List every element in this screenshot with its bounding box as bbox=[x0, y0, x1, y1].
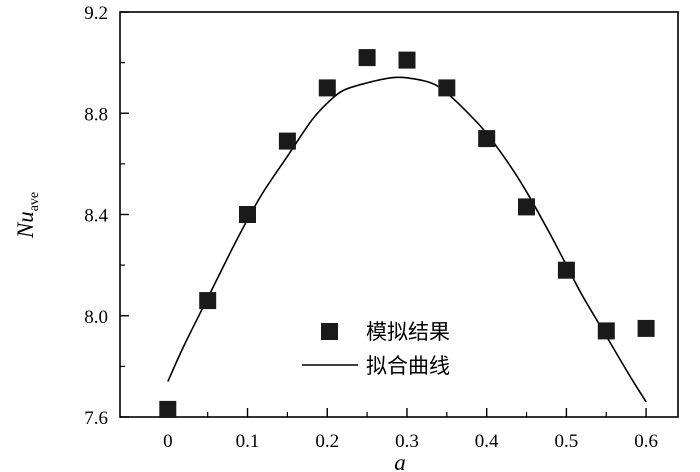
legend: 模拟结果 拟合曲线 bbox=[302, 320, 450, 378]
legend-label-simulation: 模拟结果 bbox=[366, 320, 450, 344]
x-axis-ticks bbox=[167, 408, 647, 417]
simulation-point bbox=[398, 51, 416, 69]
x-axis-tick-labels: 0 0.1 0.2 0.3 0.4 0.5 0.6 bbox=[163, 431, 658, 452]
x-tick-label: 0.6 bbox=[634, 431, 658, 452]
y-axis-label-subscript: ave bbox=[27, 192, 42, 211]
y-axis-tick-labels: 7.6 8.0 8.4 8.8 9.2 bbox=[84, 3, 108, 429]
simulation-point bbox=[637, 319, 655, 337]
simulation-point bbox=[557, 261, 575, 279]
simulation-point bbox=[597, 322, 615, 340]
legend-marker-simulation bbox=[321, 323, 338, 340]
simulation-point bbox=[278, 132, 296, 150]
y-axis-ticks bbox=[120, 11, 129, 418]
y-tick-label: 8.0 bbox=[84, 307, 108, 328]
x-tick-label: 0 bbox=[163, 431, 173, 452]
simulation-point bbox=[478, 130, 496, 148]
y-tick-label: 8.4 bbox=[84, 206, 108, 227]
x-tick-label: 0.2 bbox=[315, 431, 339, 452]
simulation-markers bbox=[159, 49, 655, 418]
simulation-point bbox=[318, 79, 336, 97]
simulation-point bbox=[358, 49, 376, 67]
x-tick-label: 0.1 bbox=[236, 431, 260, 452]
simulation-point bbox=[518, 198, 535, 216]
y-tick-label: 9.2 bbox=[84, 3, 108, 24]
y-axis-label: Nuave bbox=[13, 192, 42, 239]
plot-area: 0 0.1 0.2 0.3 0.4 0.5 0.6 7.6 8.0 8.4 8.8 9.2 bbox=[84, 3, 679, 452]
x-tick-label: 0.5 bbox=[555, 431, 579, 452]
x-axis-label: a bbox=[394, 450, 406, 472]
x-tick-label: 0.4 bbox=[475, 431, 499, 452]
simulation-point bbox=[438, 79, 456, 97]
y-tick-label: 8.8 bbox=[84, 104, 108, 125]
simulation-point bbox=[199, 292, 217, 310]
simulation-point bbox=[159, 400, 177, 418]
legend-label-fit: 拟合曲线 bbox=[366, 354, 450, 378]
simulation-point bbox=[239, 206, 256, 223]
y-axis-label-main: Nu bbox=[13, 211, 38, 239]
x-tick-label: 0.3 bbox=[395, 431, 419, 452]
y-tick-label: 7.6 bbox=[84, 408, 108, 429]
